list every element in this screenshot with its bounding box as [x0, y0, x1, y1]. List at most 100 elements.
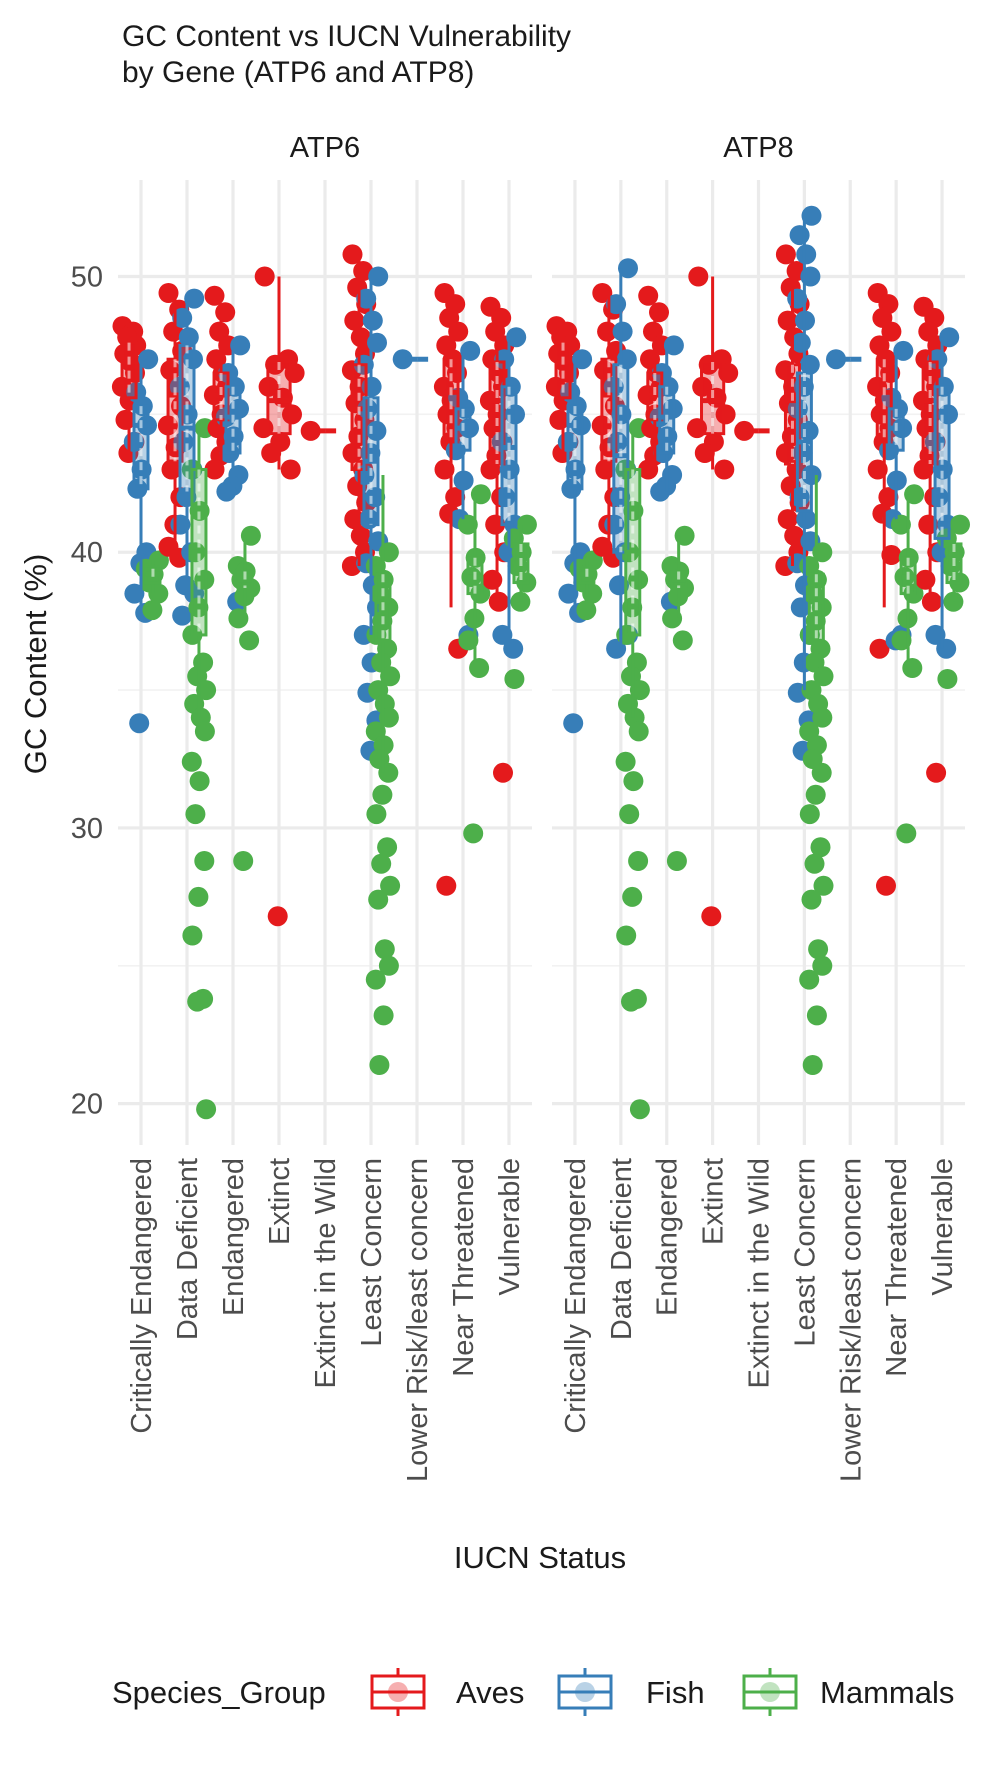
data-point	[228, 608, 249, 629]
data-point	[280, 459, 301, 480]
box-fish	[566, 359, 584, 613]
panel-atp8: ATP8 Critically Endangered Data Deficient E…	[545, 132, 970, 1482]
box-fish	[132, 359, 150, 613]
data-point	[925, 624, 946, 645]
x-tick-label: Endangered	[652, 1158, 684, 1316]
data-point	[813, 666, 834, 687]
x-axis-title: IUCN Status	[454, 1540, 626, 1575]
data-point	[504, 669, 525, 689]
data-point	[628, 721, 649, 742]
data-point	[650, 481, 671, 502]
data-point	[254, 266, 275, 287]
data-point	[436, 875, 457, 896]
facet-strip-label: ATP8	[723, 132, 793, 164]
data-point	[629, 1099, 650, 1120]
x-tick-label: Near Threatened	[881, 1158, 913, 1377]
data-point	[715, 404, 736, 425]
box-mammals	[236, 535, 254, 619]
data-point	[789, 225, 810, 246]
box-aves	[266, 276, 292, 470]
data-point	[939, 327, 960, 348]
data-point	[196, 680, 217, 701]
x-tick-label: Least Concern	[789, 1158, 821, 1347]
data-point	[876, 875, 896, 896]
data-point	[867, 459, 888, 480]
data-point	[597, 321, 618, 342]
data-point	[469, 658, 490, 678]
data-point	[371, 853, 392, 874]
data-point	[380, 875, 401, 896]
data-point	[124, 583, 145, 604]
panel-atp6: ATP6 Critically Endangered Data Deficient E…	[111, 132, 537, 1482]
data-point	[662, 608, 683, 629]
data-point	[138, 349, 159, 370]
data-point	[810, 837, 831, 858]
box-fish	[933, 337, 951, 649]
data-point	[378, 762, 399, 783]
data-point	[374, 939, 395, 960]
box-fish	[658, 345, 676, 492]
data-point	[196, 1099, 217, 1120]
data-point	[918, 514, 939, 535]
box-fish	[454, 350, 472, 520]
x-tick-label: Critically Endangered	[126, 1158, 158, 1434]
boxes-layer	[554, 215, 963, 773]
y-tick-label: 40	[71, 537, 103, 569]
data-point	[300, 420, 321, 441]
box-aves	[120, 326, 138, 453]
data-point	[926, 762, 947, 783]
data-point	[801, 889, 822, 910]
data-point	[896, 823, 917, 844]
data-point	[812, 955, 833, 976]
x-tick-label: Data Deficient	[606, 1158, 638, 1340]
legend-label: Aves	[456, 1675, 524, 1710]
x-tick-label: Data Deficient	[172, 1158, 204, 1340]
x-tick-label: Extinct	[698, 1158, 730, 1245]
data-point	[775, 244, 796, 265]
data-point	[378, 955, 399, 976]
data-point	[881, 321, 902, 342]
legend-title: Species_Group	[112, 1675, 326, 1710]
legend-key-fish	[557, 1668, 613, 1716]
data-point	[458, 630, 479, 651]
data-point	[622, 886, 643, 907]
data-point	[937, 669, 958, 689]
data-point	[808, 939, 829, 960]
data-point	[688, 266, 709, 287]
data-point	[811, 762, 832, 783]
box-mammals	[190, 428, 208, 718]
box-mammals	[512, 524, 530, 602]
data-point	[233, 851, 254, 871]
legend-key-mammals	[742, 1668, 798, 1716]
data-point	[350, 525, 371, 546]
data-point	[714, 459, 735, 480]
data-point	[188, 886, 209, 907]
data-point	[649, 302, 669, 323]
data-point	[380, 666, 401, 687]
y-axis-title: GC Content (%)	[18, 554, 53, 775]
data-point	[784, 525, 805, 546]
data-point	[936, 638, 957, 659]
data-point	[184, 288, 205, 309]
x-tick-label: Vulnerable	[927, 1158, 959, 1296]
data-point	[619, 804, 640, 825]
data-point	[869, 638, 890, 659]
facet-strip-label: ATP6	[290, 132, 360, 164]
data-point	[488, 591, 509, 612]
data-point	[621, 991, 641, 1012]
chart-title-line-1: GC Content vs IUCN Vulnerability	[122, 20, 571, 53]
data-point	[503, 638, 524, 659]
data-point	[628, 851, 649, 871]
data-point	[558, 583, 579, 604]
box-mammals	[670, 535, 688, 619]
data-point	[434, 459, 455, 480]
data-point	[802, 1055, 823, 1075]
data-point	[372, 784, 393, 805]
data-point	[448, 321, 469, 342]
box-mammals	[466, 494, 484, 663]
data-point	[365, 969, 386, 990]
data-point	[463, 823, 484, 844]
data-point	[804, 853, 825, 874]
box-fish	[500, 337, 518, 649]
data-point	[142, 600, 163, 621]
